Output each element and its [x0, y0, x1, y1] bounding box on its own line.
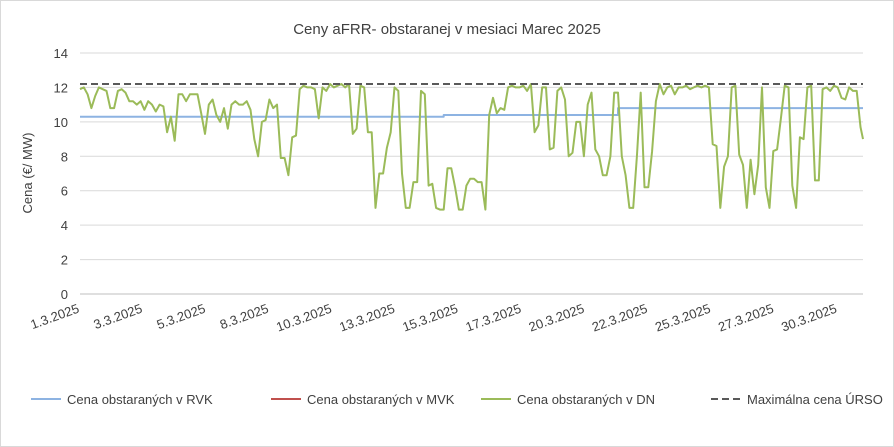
x-tick-label: 8.3.2025	[218, 301, 271, 332]
y-axis-label: Cena (€/ MW)	[20, 133, 35, 214]
y-tick-label: 6	[61, 184, 68, 199]
x-tick-label: 15.3.2025	[400, 301, 459, 335]
x-tick-label: 30.3.2025	[779, 301, 838, 335]
legend: Cena obstaraných v RVK Cena obstaraných v…	[31, 392, 883, 407]
legend-label: Maximálna cena ÚRSO	[747, 392, 883, 407]
legend-label: Cena obstaraných v RVK	[67, 392, 213, 407]
legend-label: Cena obstaraných v DN	[517, 392, 655, 407]
series-line-2	[79, 83, 864, 211]
x-tick-label: 17.3.2025	[464, 301, 523, 335]
y-tick-label: 12	[54, 80, 68, 95]
x-tick-labels: 1.3.2025 3.3.2025 5.3.2025 8.3.2025 10.3.202…	[28, 301, 838, 335]
x-tick-label: 27.3.2025	[716, 301, 775, 335]
x-tick-label: 10.3.2025	[274, 301, 333, 335]
chart-title: Ceny aFRR- obstaranej v mesiaci Marec 20…	[293, 21, 601, 38]
x-tick-label: 1.3.2025	[28, 301, 81, 332]
series-line-0	[80, 107, 863, 118]
x-tick-label: 5.3.2025	[155, 301, 208, 332]
x-tick-label: 3.3.2025	[91, 301, 144, 332]
x-tick-label: 22.3.2025	[590, 301, 649, 335]
y-tick-label: 0	[61, 287, 68, 302]
y-tick-label: 10	[54, 115, 68, 130]
grid	[80, 52, 863, 295]
y-tick-labels: 0 2 4 6 8 10 12 14	[54, 46, 68, 302]
y-tick-label: 14	[54, 46, 68, 61]
y-tick-label: 2	[61, 253, 68, 268]
x-tick-label: 25.3.2025	[653, 301, 712, 335]
y-tick-label: 4	[61, 218, 68, 233]
x-tick-label: 13.3.2025	[337, 301, 396, 335]
x-tick-label: 20.3.2025	[527, 301, 586, 335]
legend-label: Cena obstaraných v MVK	[307, 392, 455, 407]
series-lines	[79, 83, 864, 211]
y-tick-label: 8	[61, 149, 68, 164]
